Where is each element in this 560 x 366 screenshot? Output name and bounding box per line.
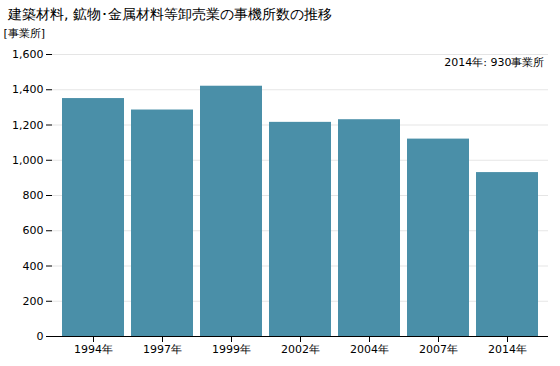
svg-text:1,200: 1,200 <box>12 119 44 132</box>
svg-text:2002年: 2002年 <box>281 343 320 356</box>
svg-text:2014年: 2014年 <box>488 343 527 356</box>
svg-text:1997年: 1997年 <box>143 343 182 356</box>
svg-text:1999年: 1999年 <box>212 343 251 356</box>
svg-text:800: 800 <box>23 189 44 202</box>
svg-text:200: 200 <box>23 295 44 308</box>
svg-text:2004年: 2004年 <box>350 343 389 356</box>
svg-text:600: 600 <box>23 224 44 237</box>
svg-text:2014年: 930事業所: 2014年: 930事業所 <box>444 56 544 69</box>
svg-text:[事業所]: [事業所] <box>4 27 46 40</box>
html-text:建築材料, 鉱物･金属材料等卸売業の事機所数の推移: 建築材料, 鉱物･金属材料等卸売業の事機所数の推移 <box>8 6 332 22</box>
svg-text:0: 0 <box>37 330 44 343</box>
svg-text:2007年: 2007年 <box>419 343 458 356</box>
svg-text:400: 400 <box>23 260 44 273</box>
svg-text:1994年: 1994年 <box>74 343 113 356</box>
svg-text:1,000: 1,000 <box>12 154 44 167</box>
svg-text:1,600: 1,600 <box>12 48 44 61</box>
svg-text:1,400: 1,400 <box>12 83 44 96</box>
